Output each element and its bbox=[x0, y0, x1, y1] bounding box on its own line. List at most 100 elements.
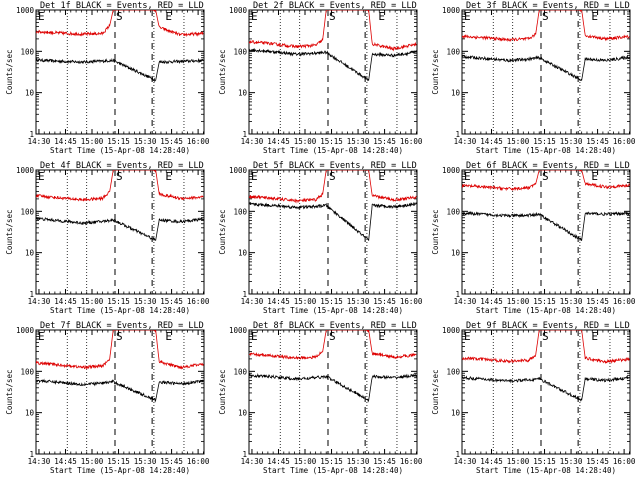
x-tick-label: 15:30 bbox=[560, 457, 583, 466]
x-tick-label: 15:45 bbox=[373, 137, 396, 146]
marker-label-e: E bbox=[591, 170, 598, 183]
y-axis-label: Counts/sec bbox=[431, 209, 440, 254]
y-tick-label: 100 bbox=[446, 367, 460, 376]
x-tick-label: 15:00 bbox=[507, 137, 530, 146]
panel-det-9: Det 9f BLACK = Events, RED = LLD 1 10 100 10… bbox=[431, 321, 636, 475]
x-axis-label: Start Time (15-Apr-08 14:28:40) bbox=[476, 466, 616, 475]
x-tick-label: 16:00 bbox=[400, 137, 423, 146]
panel-det-6: Det 6f BLACK = Events, RED = LLD 1 10 100 10… bbox=[431, 161, 636, 315]
y-tick-label: 10 bbox=[238, 409, 248, 418]
y-tick-label: 1000 bbox=[16, 6, 35, 15]
events-series-line bbox=[249, 201, 417, 242]
plot-frame bbox=[248, 329, 418, 455]
x-tick-label: 16:00 bbox=[400, 297, 423, 306]
x-tick-label: 16:00 bbox=[187, 137, 210, 146]
x-tick-label: 16:00 bbox=[400, 457, 423, 466]
y-axis-label: Counts/sec bbox=[5, 369, 14, 414]
marker-label-e: E bbox=[38, 330, 45, 343]
y-axis-label: Counts/sec bbox=[218, 209, 227, 254]
marker-label-s: S bbox=[329, 10, 336, 23]
x-tick-label: 16:00 bbox=[187, 457, 210, 466]
x-tick-label: 15:45 bbox=[586, 297, 609, 306]
panel-title: Det 7f BLACK = Events, RED = LLD bbox=[40, 321, 204, 331]
events-series-line bbox=[36, 216, 204, 242]
marker-label-e: E bbox=[464, 330, 471, 343]
x-tick-label: 15:00 bbox=[81, 297, 104, 306]
events-series-line bbox=[249, 47, 417, 82]
x-tick-label: 14:45 bbox=[54, 457, 77, 466]
x-tick-label: 14:45 bbox=[54, 297, 77, 306]
marker-label-s: S bbox=[329, 330, 336, 343]
lld-series-line bbox=[36, 10, 204, 38]
marker-label-e: E bbox=[378, 10, 385, 23]
marker-label-e: E bbox=[165, 10, 172, 23]
y-axis-label: Counts/sec bbox=[431, 369, 440, 414]
x-tick-label: 15:00 bbox=[507, 457, 530, 466]
plot-frame bbox=[35, 169, 205, 295]
events-series-line bbox=[36, 57, 204, 83]
lld-series-line bbox=[249, 170, 417, 204]
events-series-line bbox=[249, 372, 417, 403]
x-tick-label: 15:15 bbox=[320, 457, 343, 466]
y-tick-label: 1 bbox=[455, 290, 460, 299]
y-tick-label: 10 bbox=[451, 89, 461, 98]
y-axis-label: Counts/sec bbox=[5, 209, 14, 254]
lld-series-line bbox=[462, 170, 630, 192]
x-tick-label: 15:45 bbox=[586, 137, 609, 146]
y-tick-label: 1 bbox=[242, 450, 247, 459]
marker-label-e: E bbox=[378, 330, 385, 343]
y-tick-label: 1 bbox=[29, 130, 34, 139]
panel-title: Det 5f BLACK = Events, RED = LLD bbox=[253, 161, 417, 171]
plot-frame bbox=[35, 329, 205, 455]
x-tick-label: 15:30 bbox=[134, 137, 157, 146]
y-axis-label: Counts/sec bbox=[5, 49, 14, 94]
x-tick-label: 15:15 bbox=[320, 137, 343, 146]
y-tick-label: 1 bbox=[242, 130, 247, 139]
marker-label-e: E bbox=[38, 10, 45, 23]
marker-label-e: E bbox=[591, 330, 598, 343]
y-tick-label: 10 bbox=[25, 249, 35, 258]
x-tick-label: 15:45 bbox=[160, 457, 183, 466]
lld-series-line bbox=[249, 10, 417, 52]
x-tick-label: 14:30 bbox=[241, 297, 264, 306]
x-tick-label: 14:30 bbox=[28, 457, 51, 466]
x-tick-label: 15:45 bbox=[586, 457, 609, 466]
events-series-line bbox=[462, 54, 630, 82]
y-tick-label: 1000 bbox=[229, 326, 248, 335]
x-tick-label: 15:15 bbox=[107, 137, 130, 146]
y-tick-label: 1000 bbox=[16, 166, 35, 175]
y-tick-label: 100 bbox=[233, 367, 247, 376]
events-series-line bbox=[462, 375, 630, 402]
x-tick-label: 15:00 bbox=[294, 137, 317, 146]
plot-frame bbox=[461, 329, 631, 455]
plot-frame bbox=[248, 9, 418, 135]
panel-title: Det 1f BLACK = Events, RED = LLD bbox=[40, 1, 204, 11]
events-series-line bbox=[36, 378, 204, 403]
x-tick-label: 15:30 bbox=[347, 297, 370, 306]
x-tick-label: 14:45 bbox=[480, 137, 503, 146]
marker-label-s: S bbox=[116, 10, 123, 23]
x-tick-label: 15:00 bbox=[507, 297, 530, 306]
panel-det-8: Det 8f BLACK = Events, RED = LLD 1 10 100 10… bbox=[218, 321, 423, 475]
x-axis-label: Start Time (15-Apr-08 14:28:40) bbox=[476, 146, 616, 155]
x-axis-label: Start Time (15-Apr-08 14:28:40) bbox=[476, 306, 616, 315]
y-tick-label: 1000 bbox=[229, 166, 248, 175]
marker-label-e: E bbox=[464, 170, 471, 183]
x-tick-label: 15:45 bbox=[160, 297, 183, 306]
x-tick-label: 14:30 bbox=[28, 297, 51, 306]
x-axis-label: Start Time (15-Apr-08 14:28:40) bbox=[263, 146, 403, 155]
y-axis-label: Counts/sec bbox=[218, 49, 227, 94]
y-axis-label: Counts/sec bbox=[218, 369, 227, 414]
y-tick-label: 10 bbox=[25, 89, 35, 98]
y-tick-label: 1000 bbox=[442, 6, 461, 15]
x-tick-label: 14:30 bbox=[454, 457, 477, 466]
panel-det-4: Det 4f BLACK = Events, RED = LLD 1 10 100 10… bbox=[5, 161, 210, 315]
y-tick-label: 10 bbox=[238, 89, 248, 98]
x-tick-label: 14:45 bbox=[267, 457, 290, 466]
plot-frame bbox=[35, 9, 205, 135]
marker-label-e: E bbox=[165, 170, 172, 183]
marker-label-s: S bbox=[542, 330, 549, 343]
panel-det-2: Det 2f BLACK = Events, RED = LLD 1 10 100 10… bbox=[218, 1, 423, 155]
plot-frame bbox=[248, 169, 418, 295]
